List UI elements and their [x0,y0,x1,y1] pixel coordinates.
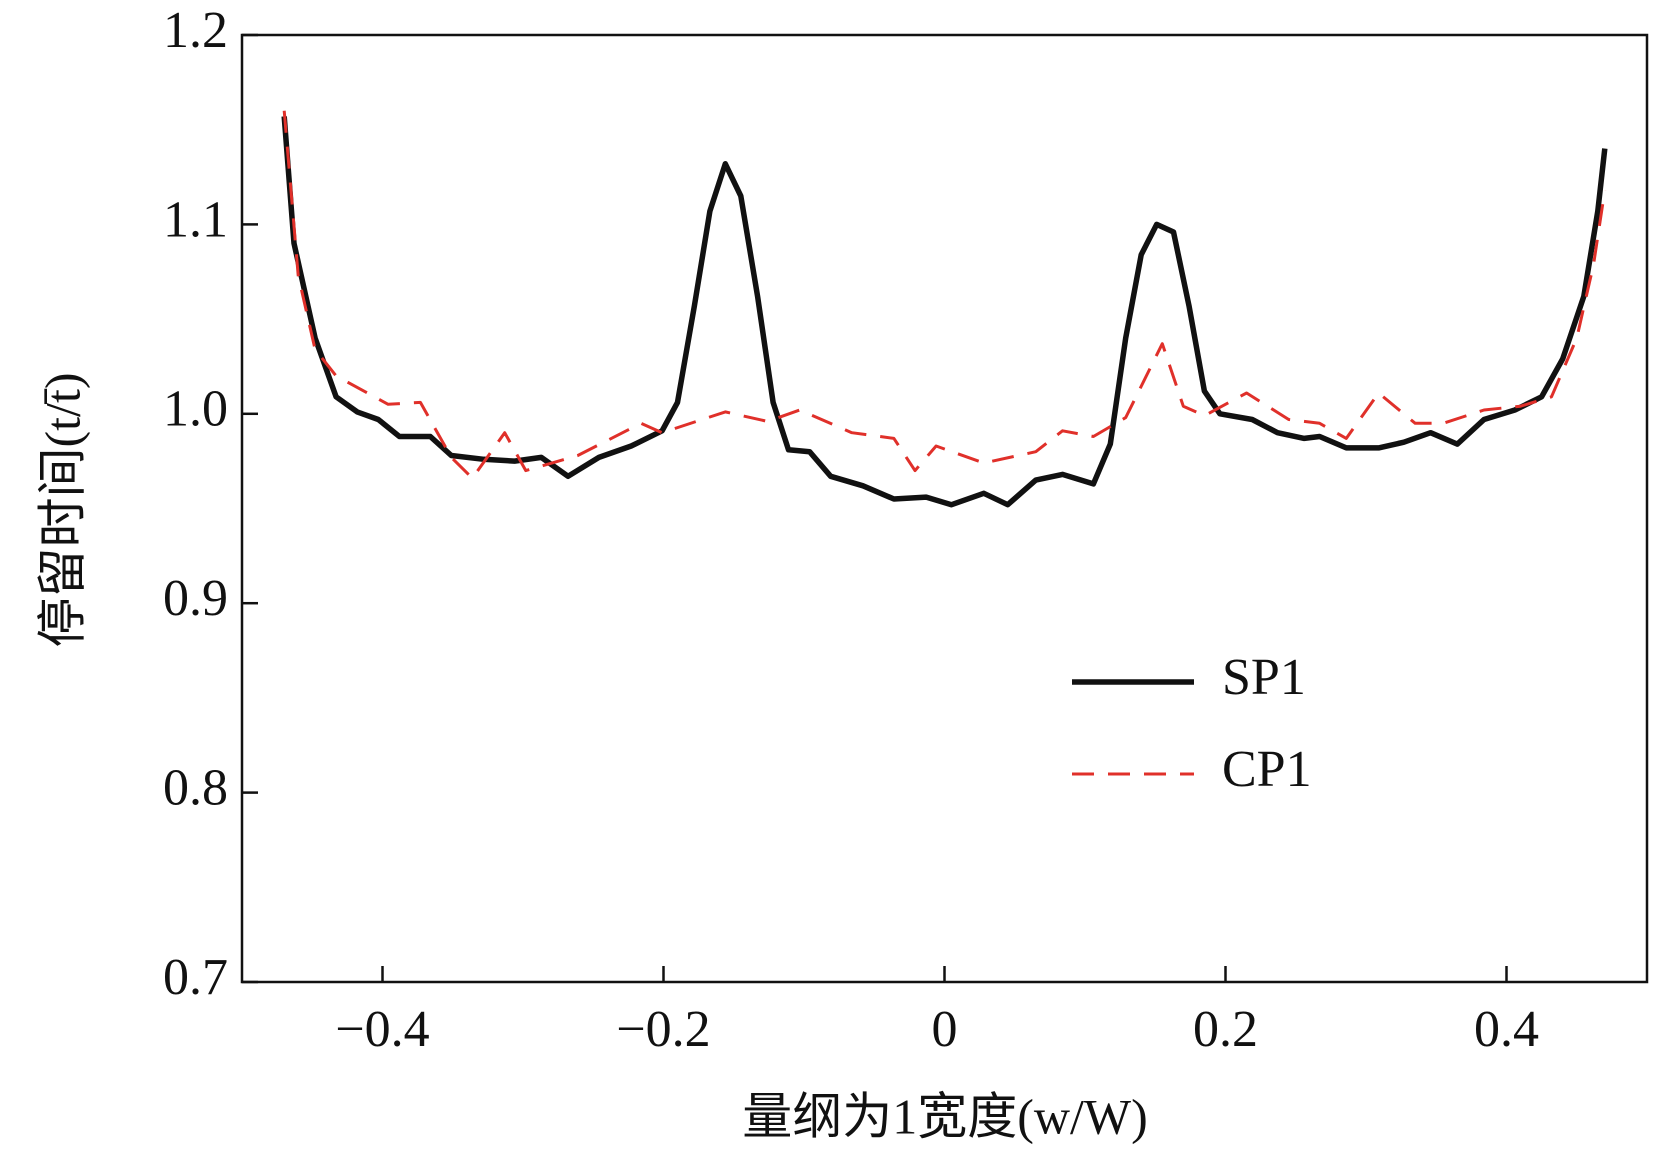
x-tick-label: 0.2 [1193,1001,1258,1058]
y-tick-label: 1.0 [163,381,228,438]
y-tick-label: 0.9 [163,570,228,627]
x-axis-label: 量纲为1宽度(w/W) [742,1088,1148,1144]
plot-frame [240,33,1649,984]
legend-label: CP1 [1222,741,1312,798]
x-tick-label: 0 [932,1001,958,1058]
x-tick-label: −0.2 [616,1001,710,1058]
series-line [281,116,1608,508]
y-tick-label: 0.8 [163,760,228,817]
y-tick-label: 0.7 [163,949,228,1006]
x-tick-label: −0.4 [335,1001,429,1058]
x-tick-label: 0.4 [1474,1001,1539,1058]
legend-label: SP1 [1222,649,1306,706]
y-tick-label: 1.1 [163,191,228,248]
y-axis-label: 停留时间(t/t̄) [34,373,90,648]
y-tick-label: 1.2 [163,2,228,59]
series-line [282,110,1607,480]
